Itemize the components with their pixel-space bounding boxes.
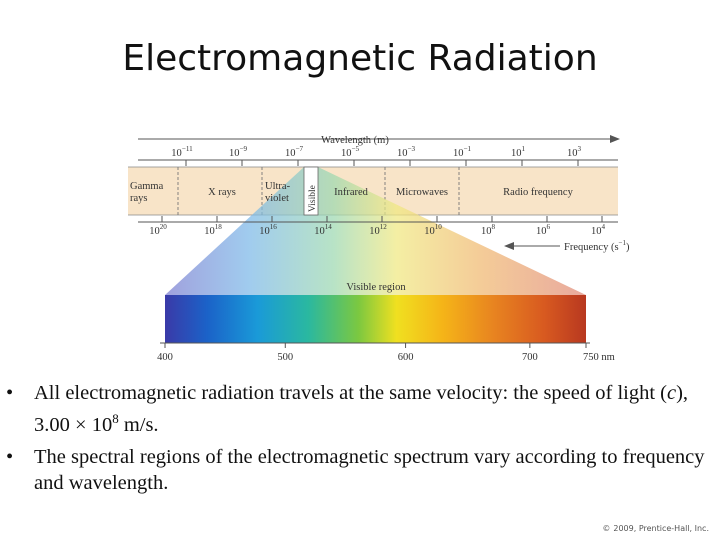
- region-infrared: Infrared: [334, 187, 369, 198]
- region-visible: Visible: [308, 185, 318, 212]
- slide-title: Electromagnetic Radiation: [122, 38, 598, 79]
- wavelength-tick-label: 10−5: [341, 145, 360, 159]
- bullet-list: • All electromagnetic radiation travels a…: [0, 380, 720, 502]
- region-radio-frequency: Radio frequency: [503, 187, 573, 198]
- visible-fan: [165, 167, 586, 295]
- visible-tick-label: 500: [277, 352, 293, 363]
- bullet-dot: •: [6, 382, 14, 404]
- visible-spectrum-bar: [165, 295, 586, 343]
- bullet-spectral-regions: • The spectral regions of the electromagn…: [6, 445, 705, 494]
- frequency-tick-label: 108: [481, 223, 496, 237]
- visible-strip: [303, 166, 319, 216]
- visible-tick-label: 700: [522, 352, 538, 363]
- wavelength-axis-label: Wavelength (m): [321, 135, 389, 146]
- wavelength-tick-label: 10−1: [453, 145, 472, 159]
- region-gamma-rays: Gamma rays: [130, 181, 166, 204]
- wavelength-tick-label: 10−11: [171, 145, 193, 159]
- wavelength-tick-label: 10−7: [285, 145, 304, 159]
- region-x-rays: X rays: [208, 187, 236, 198]
- em-spectrum-diagram: Wavelength (m) 10−11 10−9 10−7 10−5 10−3 10−1…: [128, 135, 630, 363]
- frequency-tick-label: 1010: [424, 223, 442, 237]
- wavelength-tick-label: 10−9: [229, 145, 248, 159]
- frequency-tick-label: 1012: [369, 223, 387, 237]
- visible-region-label: Visible region: [346, 282, 406, 293]
- visible-tick-label: 400: [157, 352, 173, 363]
- region-microwaves: Microwaves: [396, 187, 448, 198]
- frequency-tick-label: 104: [591, 223, 606, 237]
- wavelength-tick-label: 103: [567, 145, 582, 159]
- wavelength-tick-label: 101: [511, 145, 526, 159]
- frequency-tick-label: 106: [536, 223, 551, 237]
- region-ultraviolet: Ultra- violet: [265, 181, 293, 204]
- frequency-tick-label: 1016: [259, 223, 277, 237]
- visible-tick-label: 600: [398, 352, 414, 363]
- bullet-speed-of-light: • All electromagnetic radiation travels a…: [6, 382, 689, 436]
- copyright-notice: © 2009, Prentice-Hall, Inc.: [602, 524, 709, 533]
- frequency-tick-label: 1014: [314, 223, 332, 237]
- frequency-tick-label: 1018: [204, 223, 222, 237]
- wavelength-tick-label: 10−3: [397, 145, 416, 159]
- bullet-dot: •: [6, 445, 14, 468]
- frequency-axis-label: Frequency (s−1): [564, 239, 630, 253]
- visible-tick-label: 750 nm: [583, 352, 615, 363]
- copyright-icon: ©: [602, 524, 611, 533]
- frequency-tick-label: 1020: [149, 223, 167, 237]
